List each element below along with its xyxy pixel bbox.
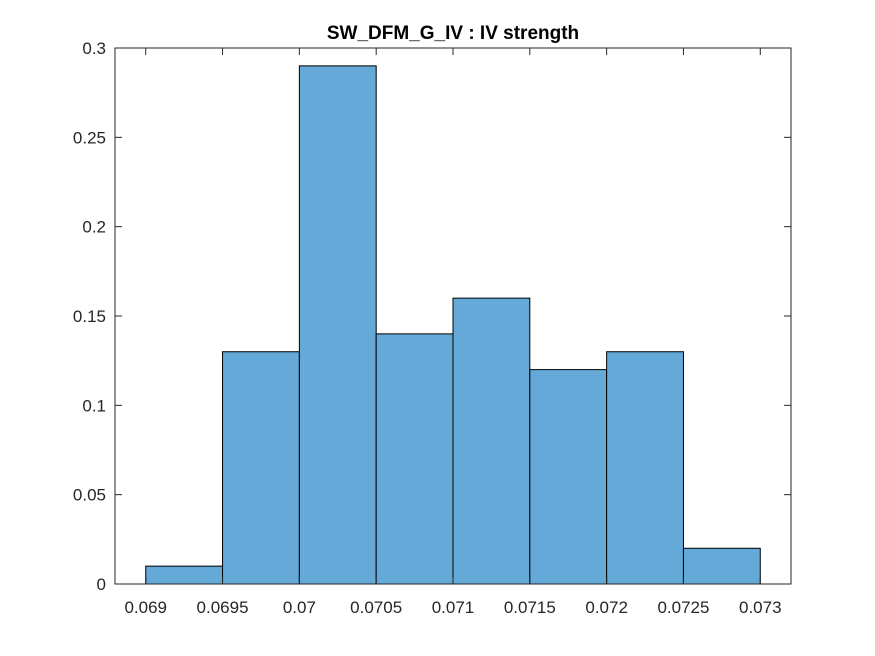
x-tick-label: 0.072	[585, 598, 628, 617]
tick-labels-layer: 0.069 0.0695 0.07 0.0705 0.071 0.0715 0.072 0.0…	[73, 39, 782, 617]
y-tick-label: 0.25	[73, 128, 106, 147]
ticks-layer	[115, 47, 791, 585]
x-tick-label: 0.07	[283, 598, 316, 617]
x-tick-label: 0.0705	[350, 598, 402, 617]
x-tick-label: 0.069	[124, 598, 167, 617]
x-tick-label: 0.0715	[504, 598, 556, 617]
histogram-bar-6	[529, 369, 608, 585]
y-tick-label: 0.15	[73, 307, 106, 326]
histogram-bar-3	[298, 65, 377, 585]
chart-title: SW_DFM_G_IV : IV strength	[327, 23, 579, 44]
histogram-bar-4	[375, 333, 454, 585]
histogram-bar-5	[452, 297, 531, 585]
x-tick-label: 0.071	[432, 598, 475, 617]
y-tick-label: 0.1	[82, 396, 106, 415]
histogram-bar-1	[145, 565, 224, 585]
histogram-bar-7	[606, 351, 684, 585]
y-tick-label: 0.05	[73, 486, 106, 505]
y-tick-label: 0.3	[82, 39, 106, 58]
x-tick-label: 0.073	[739, 598, 782, 617]
bars-layer	[145, 65, 761, 585]
y-tick-label: 0	[97, 575, 106, 594]
histogram-bar-2	[222, 351, 300, 585]
x-tick-label: 0.0695	[197, 598, 249, 617]
x-tick-label: 0.0725	[657, 598, 709, 617]
y-tick-label: 0.2	[82, 218, 106, 237]
histogram-bar-8	[682, 547, 761, 585]
